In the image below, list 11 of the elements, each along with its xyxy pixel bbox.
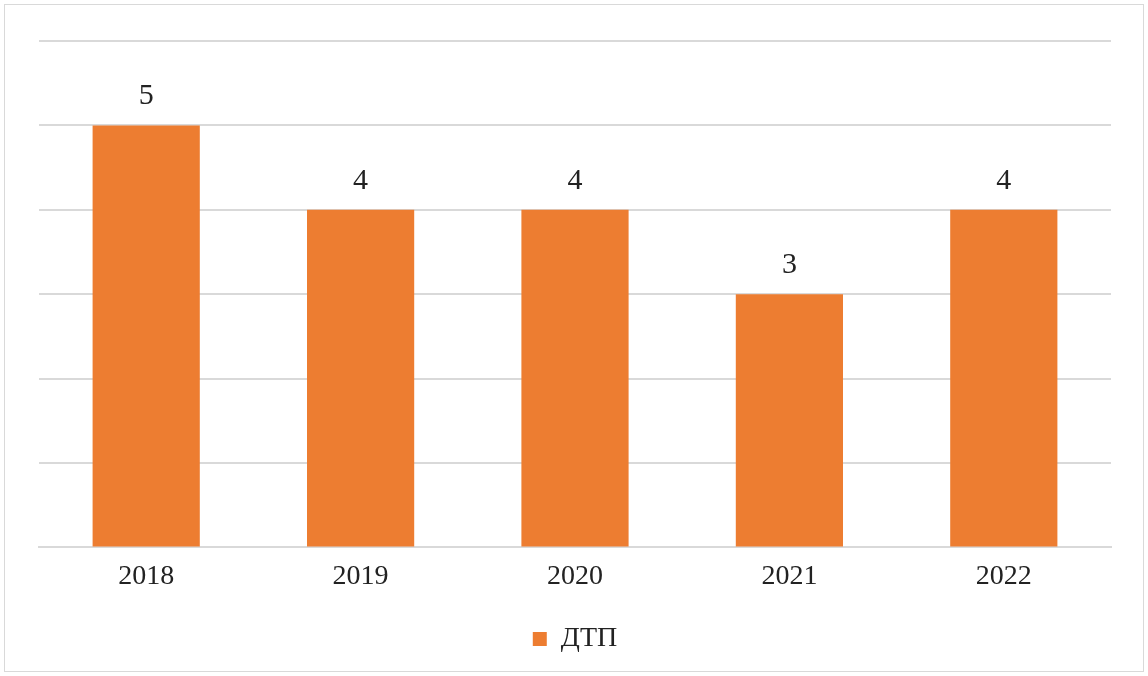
legend-label: ДТП [560,621,618,653]
x-tick-label: 2020 [547,558,603,590]
data-label: 4 [567,161,583,195]
x-tick-label: 2019 [332,558,389,590]
data-label: 4 [996,161,1012,195]
x-tick-label: 2022 [975,558,1032,590]
x-tick-label: 2021 [761,558,818,590]
x-tick-label: 2018 [118,558,175,590]
data-label: 5 [138,77,154,111]
data-label: 3 [781,246,797,280]
data-label: 4 [353,161,369,195]
